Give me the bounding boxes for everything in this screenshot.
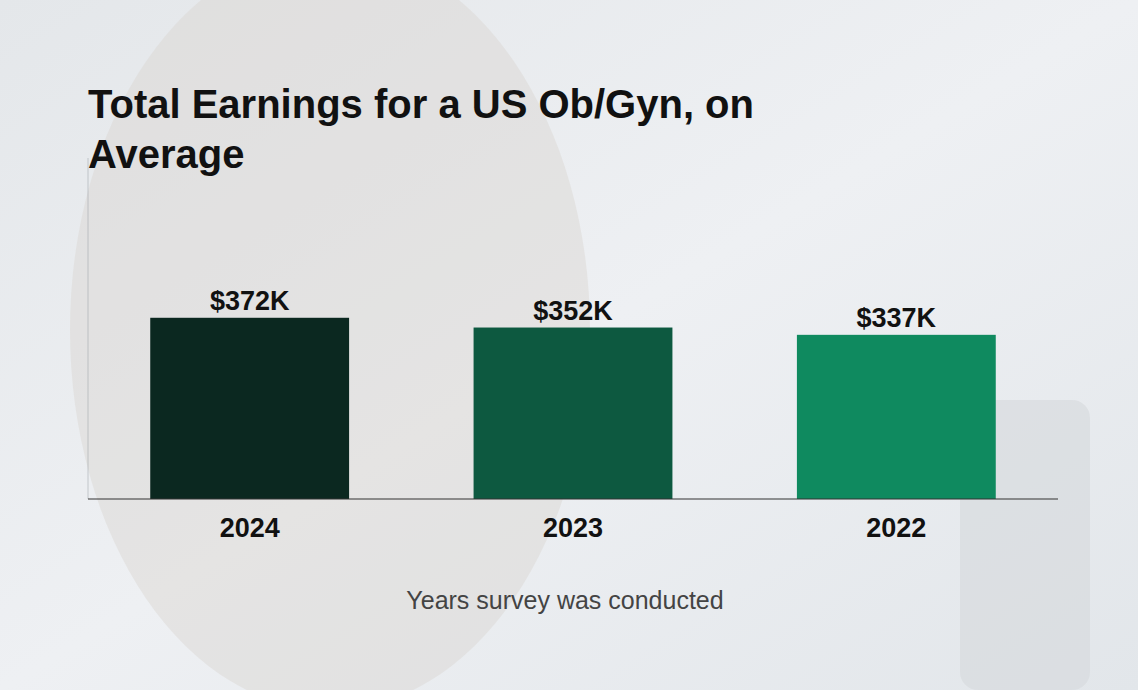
title-line: Average	[88, 132, 244, 176]
bars	[150, 318, 996, 499]
y-axis-line	[88, 158, 89, 499]
x-tick-label: 2023	[543, 513, 603, 543]
bar	[150, 318, 349, 499]
bar	[797, 335, 996, 499]
data-label: $352K	[533, 296, 613, 326]
x-axis-title: Years survey was conducted	[406, 586, 723, 614]
title: Total Earnings for a US Ob/Gyn, on Averag…	[88, 82, 754, 176]
bar	[474, 328, 673, 499]
data-label: $337K	[857, 303, 937, 333]
title-line: Total Earnings for a US Ob/Gyn, on	[88, 82, 754, 126]
chart: Total Earnings for a US Ob/Gyn, on Averag…	[0, 0, 1138, 690]
x-tick-label: 2022	[866, 513, 926, 543]
x-axis-line	[88, 498, 1058, 499]
data-label: $372K	[210, 286, 290, 316]
x-tick-label: 2024	[220, 513, 280, 543]
